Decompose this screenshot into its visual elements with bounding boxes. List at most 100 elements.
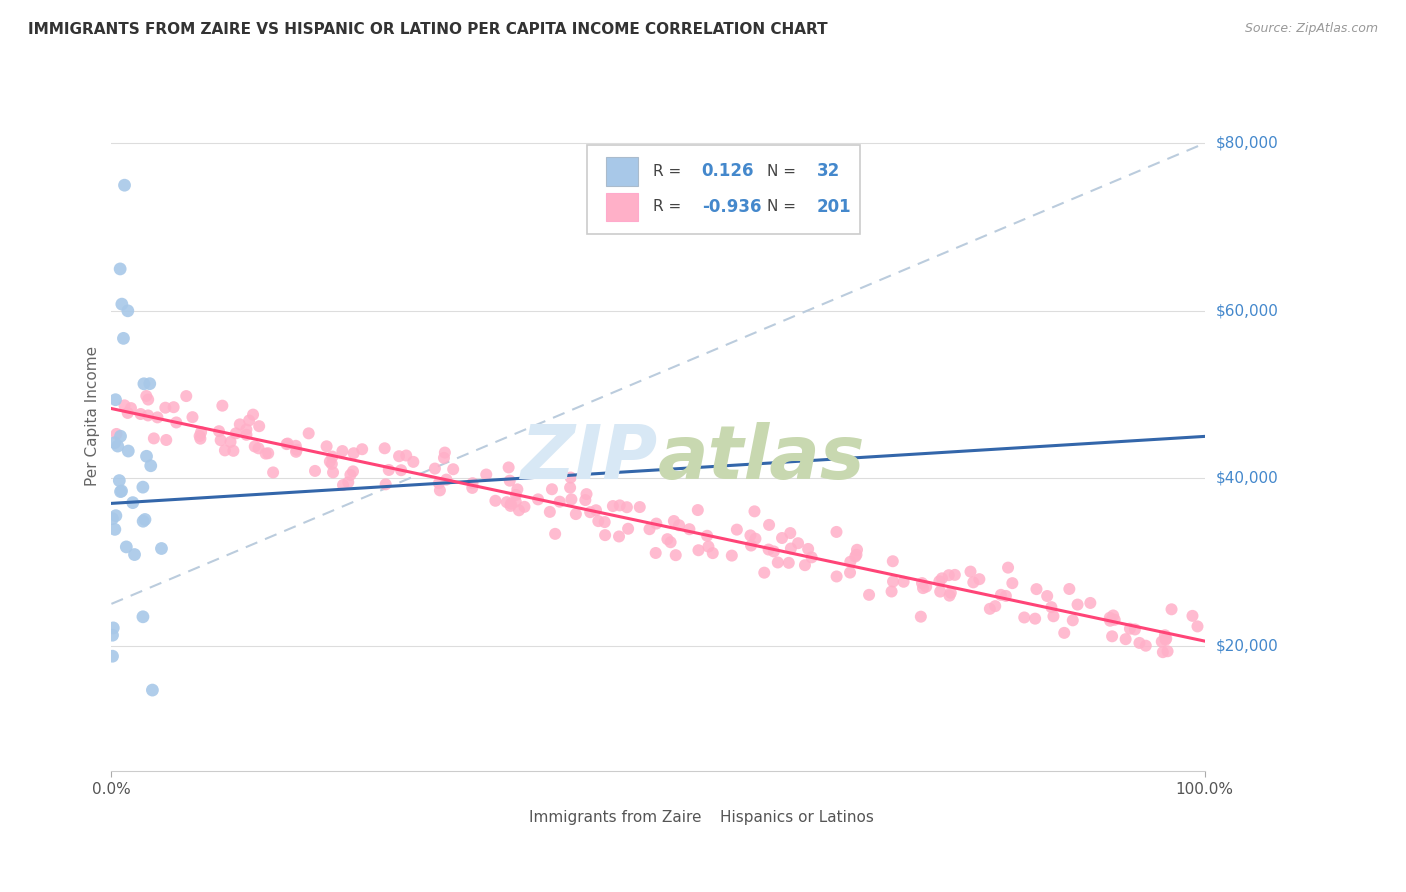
Point [209,434,232,448]
Point [508,503,530,517]
Point [150,541,173,556]
Point [139,376,162,391]
Point [758,517,780,532]
Point [190,425,212,439]
Point [321,450,343,464]
Point [541,482,564,496]
Point [243,440,266,454]
Point [103,435,125,450]
Point [505,494,527,508]
Point [938,589,960,603]
Point [662,514,685,528]
Point [235,423,257,437]
Point [139,458,162,473]
Point [560,470,582,484]
Point [134,512,156,526]
Point [136,392,159,407]
Point [112,331,135,345]
Point [758,542,780,557]
FancyBboxPatch shape [685,807,713,830]
Text: Immigrants from Zaire: Immigrants from Zaire [529,810,702,825]
Point [1042,609,1064,624]
Point [337,475,360,490]
Point [121,495,143,509]
Text: Source: ZipAtlas.com: Source: ZipAtlas.com [1244,22,1378,36]
Point [1181,608,1204,623]
Point [298,426,321,441]
Text: 201: 201 [817,198,851,216]
Point [678,522,700,536]
Point [277,436,299,450]
Point [315,439,337,453]
Point [1187,619,1209,633]
Point [538,505,561,519]
Point [461,476,484,491]
Point [688,543,710,558]
Point [103,621,125,635]
Y-axis label: Per Capita Income: Per Capita Income [86,345,100,485]
Point [1101,629,1123,643]
Point [190,432,212,446]
Point [979,602,1001,616]
Point [602,499,624,513]
Text: $60,000: $60,000 [1216,303,1278,318]
Point [593,528,616,542]
Point [657,532,679,546]
Point [1135,639,1157,653]
Text: N =: N = [768,164,801,178]
Point [725,523,748,537]
Point [499,499,522,513]
Point [475,467,498,482]
Point [668,518,690,533]
Point [1154,632,1177,646]
Point [104,508,127,523]
Text: atlas: atlas [658,422,866,495]
Point [242,408,264,422]
Point [928,574,950,589]
Point [1078,596,1101,610]
Point [740,539,762,553]
Point [744,532,766,546]
Point [943,567,966,582]
Text: ZIP: ZIP [520,422,658,495]
Point [181,410,204,425]
Point [114,398,136,412]
Point [332,444,354,458]
Point [499,497,522,511]
Point [1156,644,1178,658]
Point [427,476,450,491]
FancyBboxPatch shape [494,807,522,830]
Point [105,426,128,441]
Point [665,548,688,562]
Point [461,481,484,495]
Point [1119,622,1142,636]
Text: 0.126: 0.126 [702,162,754,180]
Point [997,560,1019,574]
Point [882,574,904,589]
Point [686,503,709,517]
Point [208,424,231,438]
Text: $80,000: $80,000 [1216,136,1278,151]
Point [558,481,581,495]
Point [931,571,953,585]
Point [146,410,169,425]
Point [229,417,252,432]
Point [1150,634,1173,648]
Point [388,449,411,463]
Point [155,401,177,415]
Text: $40,000: $40,000 [1216,471,1278,486]
Point [235,427,257,442]
Point [780,541,803,556]
Point [135,450,157,464]
Point [117,444,139,458]
Point [579,505,602,519]
Point [441,462,464,476]
Point [1012,610,1035,624]
Point [247,419,270,434]
Point [276,437,298,451]
Point [702,546,724,560]
Point [165,416,187,430]
Point [825,569,848,583]
Point [858,588,880,602]
Point [560,492,582,507]
